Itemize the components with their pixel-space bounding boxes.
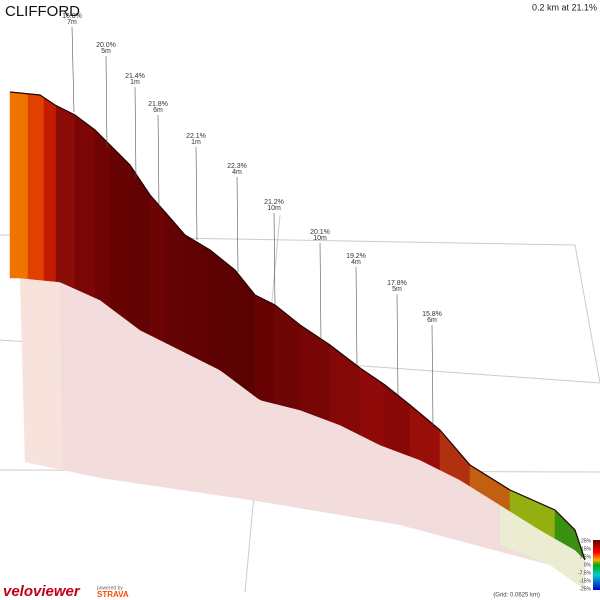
gradient-segment (234, 269, 256, 397)
legend: 25% 15% 7.5% 0% -7.5% -15% -25% (578, 538, 592, 592)
leader-line (157, 114, 160, 208)
gradient-segment (254, 294, 276, 405)
gradient-segment (149, 194, 166, 343)
legend-label: 7.5% (580, 554, 592, 560)
segment-length: 1m (191, 139, 201, 146)
leader-line (236, 176, 239, 273)
gradient-segment (329, 344, 361, 436)
leader-line (134, 86, 137, 179)
segment-gradient: 22.3% (227, 163, 247, 170)
segment-gradient: 20.1% (310, 229, 330, 236)
segment-length: 6m (427, 317, 437, 324)
strava-logo: STRAVA (97, 590, 129, 599)
gradient-segment (9, 91, 29, 280)
segment-length: 5m (101, 48, 111, 55)
gradient-segment (359, 367, 386, 448)
segment-length: 7m (67, 19, 77, 26)
leader-line (273, 212, 276, 306)
segment-gradient: 21.8% (148, 101, 168, 108)
brand-logo: veloviewer (3, 583, 81, 600)
leader-line (396, 293, 399, 396)
gradient-segment (74, 114, 96, 299)
segment-gradient: 21.4% (125, 73, 145, 80)
segment-gradient: 15.8% (422, 311, 442, 318)
profile-edge (9, 91, 586, 561)
legend-label: -25% (579, 586, 591, 592)
gradient-segment (299, 324, 331, 422)
legend-label: -15% (579, 578, 591, 584)
segment-length: 1m (130, 79, 140, 86)
segment-length: 4m (351, 259, 361, 266)
leader-line (431, 324, 434, 426)
gradient-segment (274, 304, 301, 411)
gradient-segment (109, 144, 131, 323)
gradient-segment (209, 249, 236, 382)
title: CLIFFORD (5, 3, 80, 20)
segment-length: 4m (232, 169, 242, 176)
segment-length: 10m (267, 205, 281, 212)
profile-shadow (20, 278, 585, 590)
segment-gradient: 20.0% (96, 42, 116, 49)
segment-length: 6m (153, 107, 163, 114)
segment-gradient: 21.2% (264, 199, 284, 206)
annotations: 16.8%7m20.0%5m21.4%1m21.8%6m22.1%1m22.3%… (62, 13, 442, 426)
legend-bar (593, 540, 600, 590)
gradient-segment (55, 105, 76, 290)
leader-line (195, 146, 198, 241)
legend-label: 25% (581, 538, 592, 544)
leader-line (71, 26, 75, 113)
segment-length: 10m (313, 235, 327, 242)
leader-line (105, 55, 108, 149)
profile-face (9, 91, 586, 561)
gradient-segment (27, 93, 45, 281)
summary: 0.2 km at 21.1% (532, 2, 597, 12)
powered-by: powered by (97, 585, 123, 591)
segment-gradient: 22.1% (186, 133, 206, 140)
grid-note: (Grid: 0.0625 km) (493, 593, 540, 599)
legend-label: 15% (581, 546, 592, 552)
segment-gradient: 16.8% (62, 13, 82, 20)
gradient-segment (94, 129, 111, 308)
grid-line (574, 244, 600, 384)
leader-line (319, 242, 322, 341)
gradient-segment (184, 234, 211, 366)
leader-line (355, 266, 358, 366)
legend-label: -7.5% (578, 570, 592, 576)
profile-shadow-green (500, 505, 585, 590)
profile-shadow-light (20, 278, 62, 470)
legend-label: 0% (584, 562, 592, 568)
gradient-segment (43, 97, 57, 282)
gradient-segment (164, 211, 186, 353)
segment-gradient: 17.8% (387, 280, 407, 287)
segment-gradient: 19.2% (346, 253, 366, 260)
segment-length: 5m (392, 286, 402, 293)
